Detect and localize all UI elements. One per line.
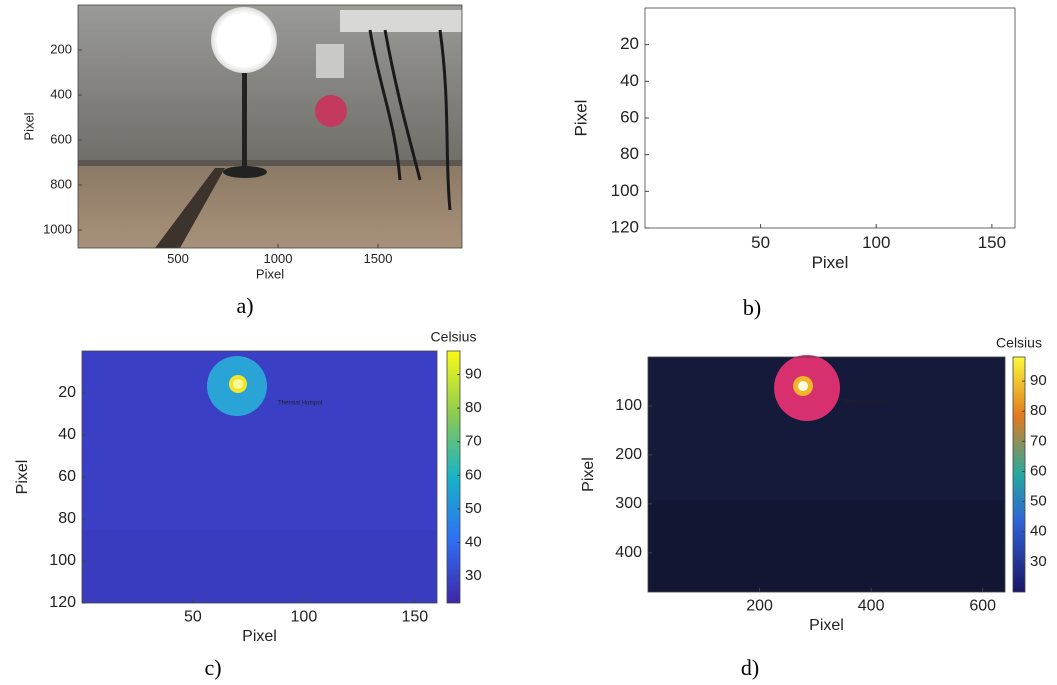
x-tick-label: 400 (858, 598, 885, 615)
colorbar-title: Celsius (996, 335, 1042, 351)
y-tick-label: 120 (611, 217, 639, 236)
x-tick-label: 100 (862, 233, 890, 252)
colorbar (1013, 357, 1025, 592)
y-tick-label: 60 (620, 107, 639, 126)
y-tick-label: 40 (58, 426, 76, 443)
y-tick-label: 20 (58, 384, 76, 401)
panel-caption: a) (236, 293, 253, 318)
colorbar-title: Celsius (431, 329, 477, 345)
y-tick-label: 60 (58, 468, 76, 485)
colorbar-tick-label: 40 (1030, 523, 1047, 540)
colorbar-tick-label: 50 (1030, 493, 1047, 510)
x-tick-label: 600 (969, 598, 996, 615)
x-tick-label: 50 (184, 609, 202, 626)
y-tick-label: 1000 (43, 221, 72, 236)
colorbar-tick-label: 60 (1030, 462, 1047, 479)
y-tick-label: 100 (611, 181, 639, 200)
colorbar-tick-label: 30 (1030, 553, 1047, 570)
y-axis-label: Pixel (14, 460, 31, 495)
colorbar-tick-label: 70 (465, 433, 482, 450)
x-axis-label: Pixel (809, 617, 844, 634)
thermal-image (82, 351, 437, 603)
thermal-image (648, 355, 1005, 592)
y-tick-label: 40 (620, 71, 639, 90)
y-axis-label: Pixel (580, 457, 597, 492)
x-axis-label: Pixel (256, 267, 284, 282)
y-tick-label: 400 (615, 544, 642, 561)
colorbar-tick-label: 70 (1030, 432, 1047, 449)
x-tick-label: 200 (746, 598, 773, 615)
y-tick-label: 800 (50, 176, 72, 191)
colorbar (447, 351, 460, 603)
x-tick-label: 1500 (364, 251, 393, 266)
colorbar-tick-label: 40 (465, 533, 482, 550)
annotation: Thermal Hotspot (843, 400, 888, 406)
y-tick-label: 300 (615, 495, 642, 512)
x-axis-label: Pixel (812, 253, 849, 272)
colorbar-tick-label: 90 (465, 365, 482, 382)
photo (78, 5, 462, 248)
y-tick-label: 600 (50, 131, 72, 146)
panel-caption: c) (204, 655, 221, 680)
colorbar-tick-label: 60 (465, 466, 482, 483)
x-tick-label: 100 (291, 609, 318, 626)
y-axis-label: Pixel (21, 112, 36, 140)
y-tick-label: 100 (49, 552, 76, 569)
x-axis-label: Pixel (242, 628, 277, 645)
x-tick-label: 150 (978, 233, 1006, 252)
annotation: Thermal Hotspot (278, 401, 323, 407)
colorbar-tick-label: 50 (465, 500, 482, 517)
colorbar-tick-label: 30 (465, 567, 482, 584)
y-tick-label: 80 (620, 144, 639, 163)
x-tick-label: 1000 (264, 251, 293, 266)
colorbar-tick-label: 90 (1030, 372, 1047, 389)
x-tick-label: 50 (751, 233, 770, 252)
panel-caption: b) (743, 295, 761, 320)
x-tick-label: 500 (167, 251, 189, 266)
colorbar-tick-label: 80 (1030, 402, 1047, 419)
y-tick-label: 20 (620, 34, 639, 53)
y-tick-label: 400 (50, 86, 72, 101)
figure: 500100015002004006008001000PixelPixela)5… (0, 0, 1057, 685)
x-tick-label: 150 (401, 609, 428, 626)
y-tick-label: 100 (615, 397, 642, 414)
y-tick-label: 120 (49, 594, 76, 611)
y-axis-label: Pixel (572, 100, 591, 137)
image-area (645, 8, 1015, 228)
y-tick-label: 80 (58, 510, 76, 527)
y-tick-label: 200 (50, 41, 72, 56)
colorbar-tick-label: 80 (465, 399, 482, 416)
y-tick-label: 200 (615, 446, 642, 463)
panel-caption: d) (741, 655, 759, 680)
